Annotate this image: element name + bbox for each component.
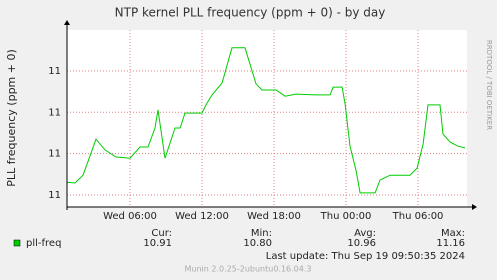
- x-tick-label: Thu 06:00: [392, 211, 444, 222]
- stat-value: 10.96: [347, 238, 376, 249]
- y-axis-label: PLL frequency (ppm + 0): [5, 49, 18, 187]
- y-tick-label: 11: [48, 107, 61, 118]
- series-line: [66, 47, 466, 194]
- stat-value: 10.80: [243, 238, 272, 249]
- plot: [66, 30, 467, 207]
- chart-title: NTP kernel PLL frequency (ppm + 0) - by …: [115, 6, 386, 20]
- legend-swatch: [13, 239, 21, 247]
- footer: Munin 2.0.25-2ubuntu0.16.04.3: [185, 265, 312, 274]
- stat-header: Cur:: [151, 228, 172, 239]
- x-tick-label: Wed 06:00: [103, 211, 157, 222]
- side-label: RRDTOOL / TOBI OETIKER: [485, 40, 493, 130]
- y-tick-label: 11: [48, 190, 61, 201]
- stat-value: 11.16: [436, 238, 465, 249]
- legend-label: pll-freq: [26, 238, 61, 249]
- last-update: Last update: Thu Sep 19 09:50:35 2024: [266, 251, 465, 262]
- y-tick-label: 11: [48, 66, 61, 77]
- plot-area: [67, 30, 467, 207]
- x-arrow: [472, 204, 477, 210]
- x-tick-label: Thu 00:00: [320, 211, 372, 222]
- stat-header: Min:: [251, 228, 272, 239]
- x-tick-label: Wed 12:00: [175, 211, 229, 222]
- y-arrow: [64, 20, 70, 25]
- y-tick-label: 11: [48, 149, 61, 160]
- stat-value: 10.91: [143, 238, 172, 249]
- x-tick-label: Wed 18:00: [247, 211, 301, 222]
- stat-header: Avg:: [354, 228, 376, 239]
- stat-header: Max:: [441, 228, 465, 239]
